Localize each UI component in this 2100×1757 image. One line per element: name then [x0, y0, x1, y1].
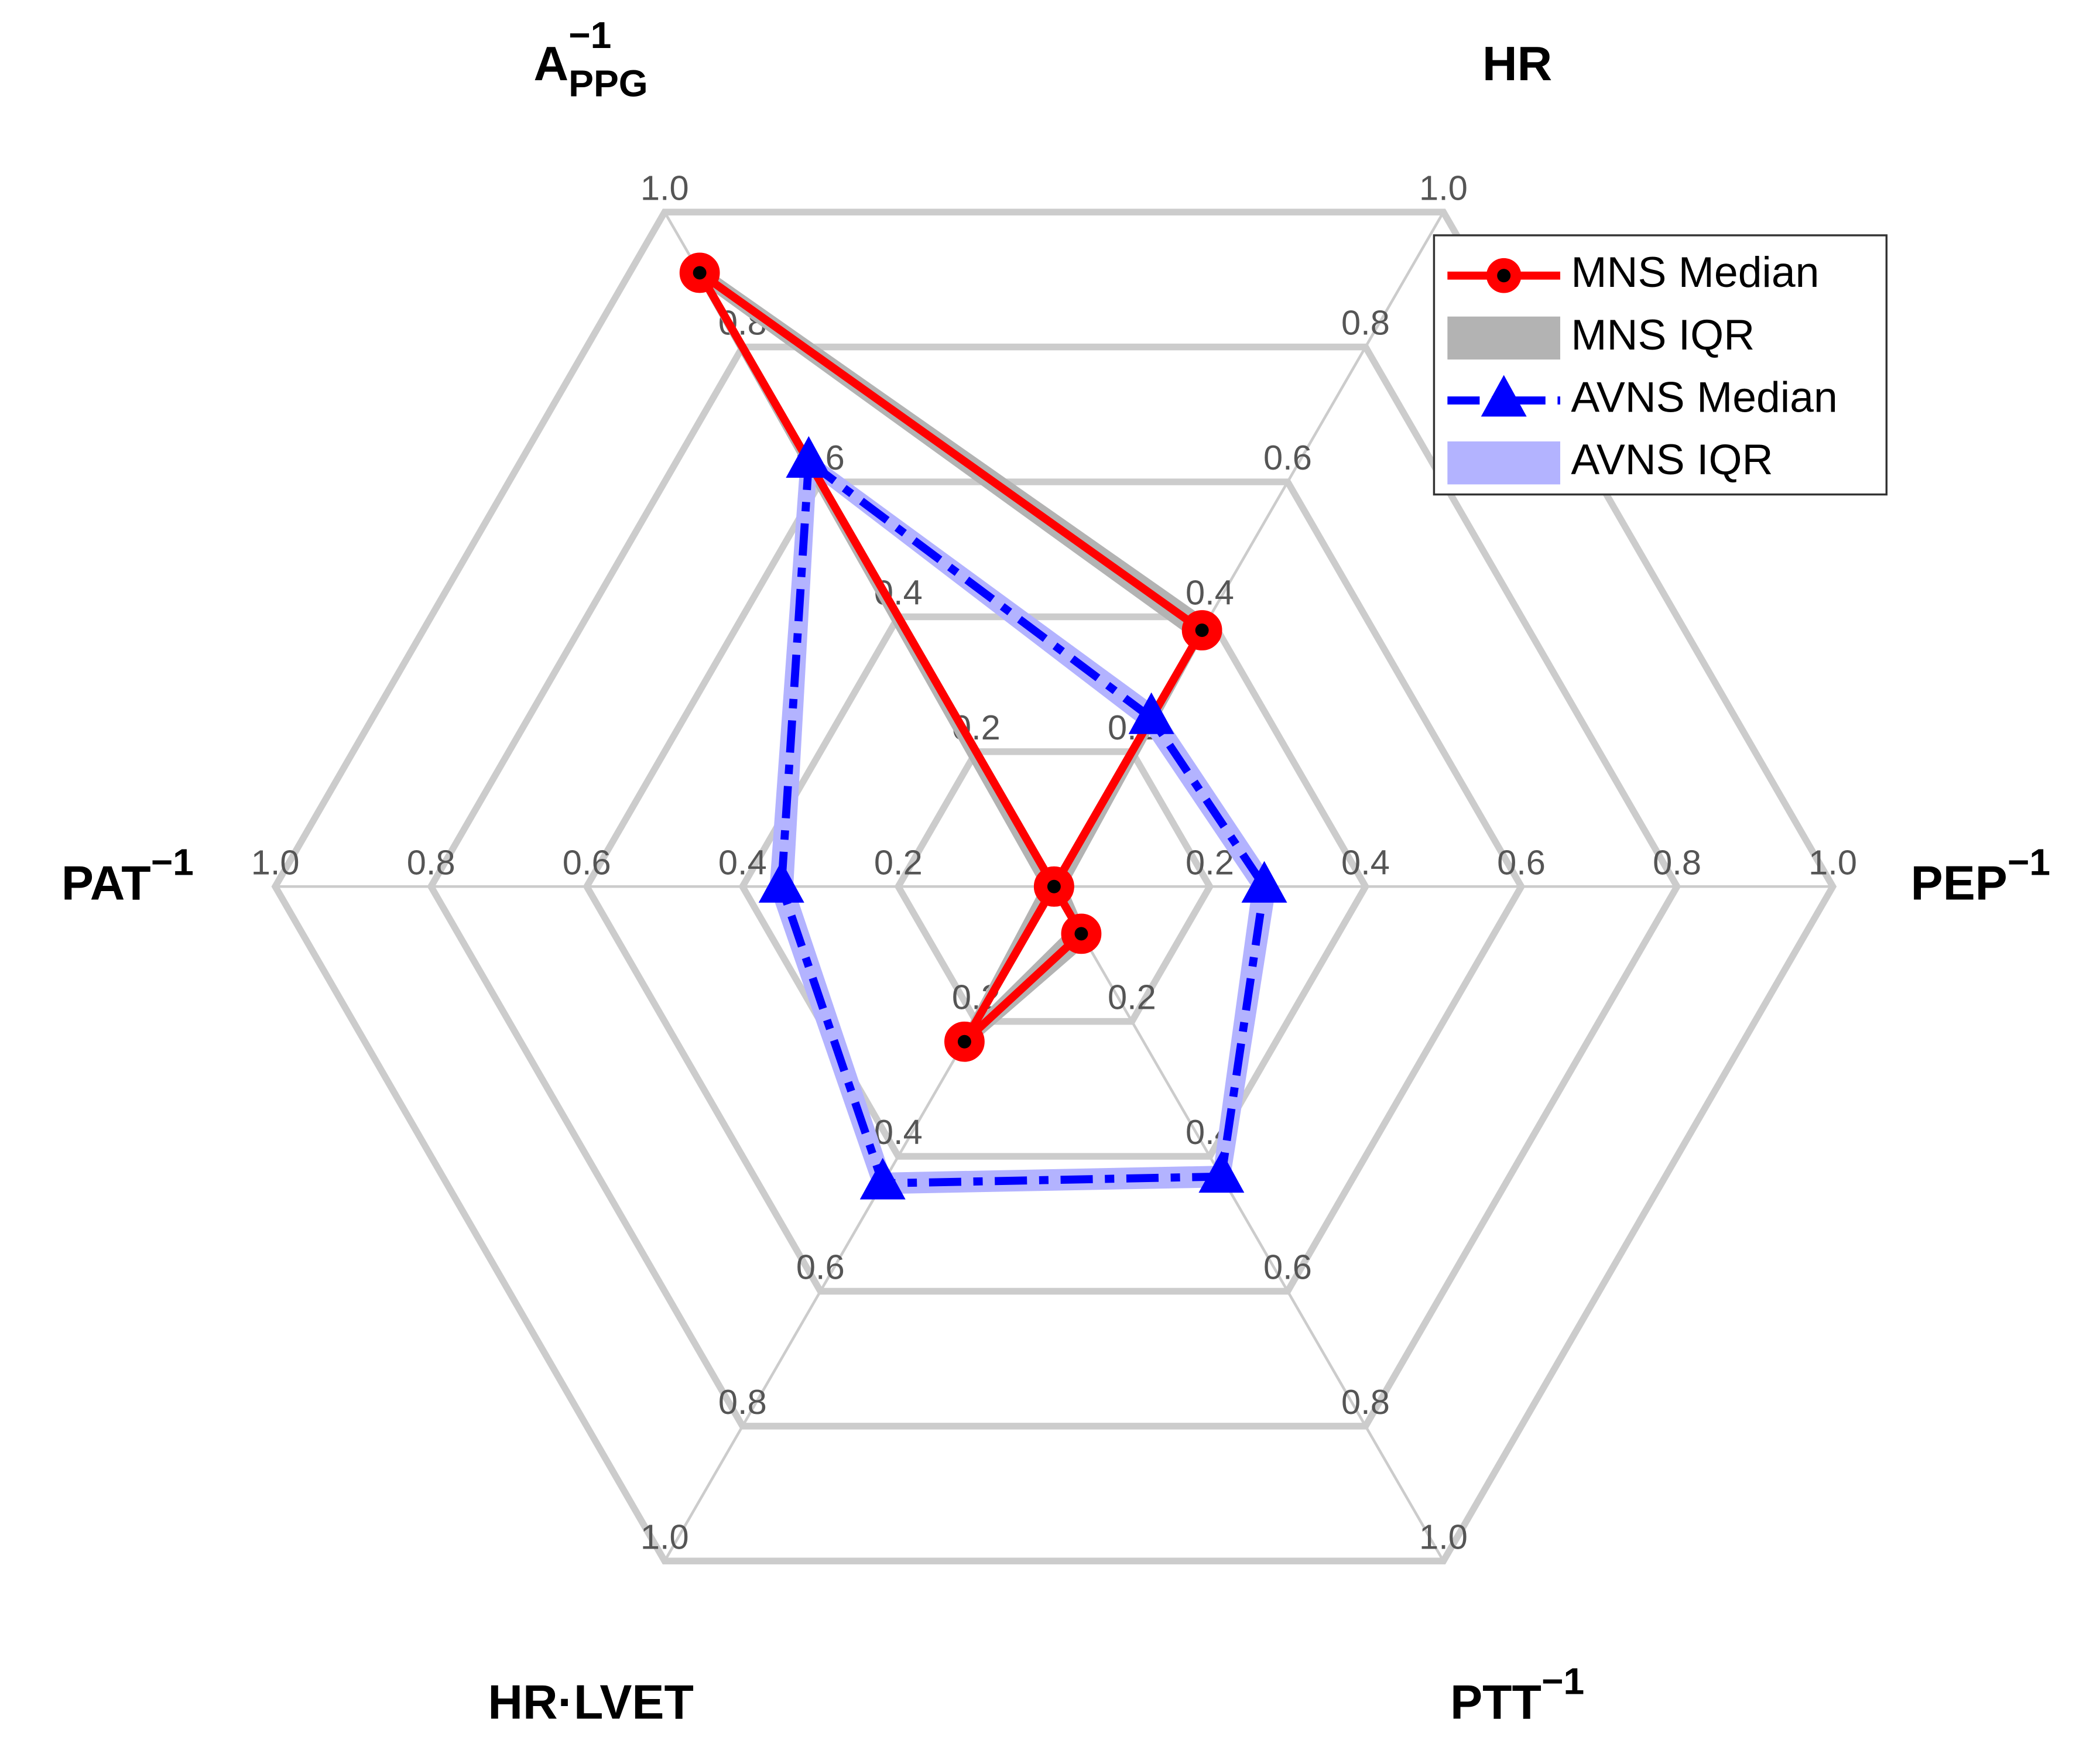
axis-label-sup: −1: [568, 14, 611, 56]
axis-label-main: PTT: [1450, 1675, 1541, 1729]
tick-label: 0.6: [796, 1248, 845, 1287]
axis-label: PAT−1: [61, 841, 194, 910]
tick-label: 1.0: [1808, 842, 1857, 882]
legend-label: AVNS Median: [1571, 373, 1837, 421]
axis-label: APPG −1: [534, 14, 648, 105]
axis-label-main: PEP: [1911, 856, 2007, 910]
tick-label: 0.8: [718, 1382, 767, 1422]
axis-label: PTT−1: [1450, 1660, 1584, 1729]
tick-label: 0.4: [718, 842, 767, 882]
tick-label: 0.2: [1186, 842, 1234, 882]
tick-label: 0.8: [1653, 842, 1701, 882]
marker: [786, 436, 832, 478]
tick-label: 0.6: [1263, 438, 1312, 477]
legend-marker-dot: [1497, 269, 1511, 283]
axis-label: HR: [1482, 37, 1552, 91]
legend-label: MNS IQR: [1571, 311, 1755, 359]
tick-label: 0.8: [407, 842, 455, 882]
grid-ring: [427, 343, 1681, 1430]
tick-label: 0.6: [563, 842, 611, 882]
marker: [859, 1157, 906, 1200]
axis-label-main: A: [534, 37, 569, 91]
axis-label-main: HR: [1482, 37, 1552, 91]
legend-entry: MNS IQR: [1447, 311, 1755, 360]
tick-label: 0.8: [1341, 1382, 1390, 1422]
axis-label-sup: −1: [1541, 1660, 1584, 1703]
legend-label: AVNS IQR: [1571, 436, 1773, 484]
marker-dot: [1074, 927, 1088, 941]
tick-label: 1.0: [640, 168, 689, 207]
legend-entry: MNS Median: [1447, 248, 1819, 296]
marker-dot: [1195, 624, 1209, 637]
axis-label: PEP−1: [1911, 841, 2050, 910]
axis-label-sup: −1: [2007, 841, 2050, 883]
tick-label: 0.2: [874, 842, 923, 882]
iqr-band: [691, 262, 1210, 1053]
legend-entry: AVNS IQR: [1447, 436, 1773, 485]
marker: [1241, 861, 1287, 903]
legend-swatch: [1447, 316, 1561, 360]
axis-label-sub: PPG: [568, 62, 648, 104]
legend-swatch: [1447, 441, 1561, 485]
marker: [1198, 1151, 1245, 1193]
tick-label: 1.0: [251, 842, 300, 882]
tick-label: 0.6: [1497, 842, 1546, 882]
tick-label: 0.8: [1341, 303, 1390, 343]
grid-ring: [583, 478, 1526, 1295]
marker-dot: [693, 266, 707, 280]
iqr-band: [769, 451, 1276, 1194]
legend-label: MNS Median: [1571, 248, 1819, 296]
axis-label: HR·LVET: [488, 1675, 694, 1729]
legend-marker: [1481, 375, 1527, 417]
spoke: [1053, 886, 1445, 1562]
tick-label: 1.0: [1419, 1517, 1468, 1556]
axis-label-main: HR·LVET: [488, 1675, 694, 1729]
marker-dot: [957, 1035, 971, 1049]
tick-label: 0.4: [1186, 573, 1234, 612]
tick-label: 1.0: [640, 1517, 689, 1556]
tick-label: 0.4: [1341, 842, 1390, 882]
axis-label-sup: −1: [151, 841, 194, 883]
marker: [758, 861, 804, 903]
axis-label-main: PAT: [61, 856, 151, 910]
marker: [1128, 692, 1174, 734]
tick-label: 1.0: [1419, 168, 1468, 207]
legend-entry: AVNS Median: [1447, 373, 1838, 421]
tick-label: 0.4: [874, 1112, 923, 1152]
grid-ring: [271, 208, 1837, 1564]
marker-dot: [1047, 879, 1061, 893]
tick-label: 0.2: [1108, 978, 1156, 1017]
tick-label: 0.6: [1263, 1248, 1312, 1287]
series-line: [696, 269, 1207, 1046]
